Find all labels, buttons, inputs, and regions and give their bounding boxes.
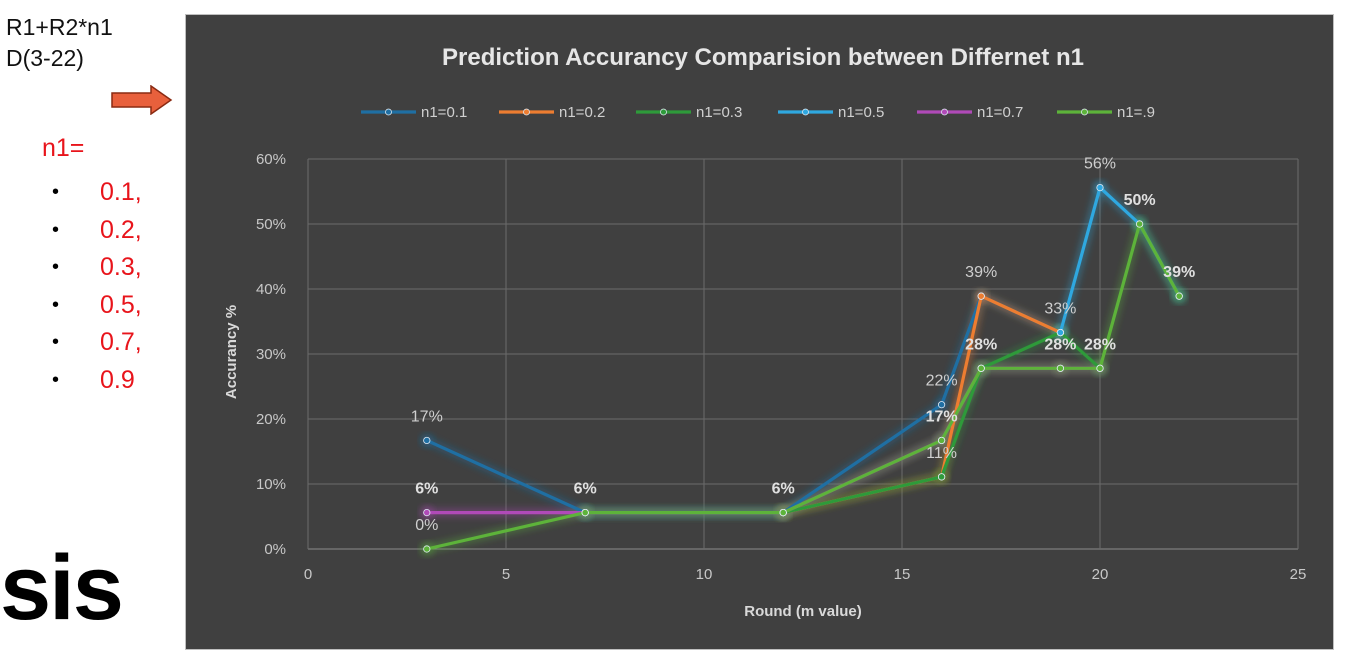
data-point: [581, 508, 589, 517]
legend-label: n1=0.5: [838, 104, 884, 121]
data-label: 28%: [1084, 336, 1116, 353]
data-point: [1175, 292, 1183, 300]
n1-value: 0.9: [100, 365, 135, 394]
chart-svg: Prediction Accurancy Comparision between…: [223, 44, 1307, 620]
line-chart: Prediction Accurancy Comparision between…: [185, 14, 1334, 650]
data-label: 17%: [926, 408, 958, 425]
data-label: 50%: [1124, 192, 1156, 209]
data-label: 28%: [965, 336, 997, 353]
bullet-icon: •: [52, 218, 60, 241]
data-point: [1056, 328, 1065, 337]
n1-value: 0.7,: [100, 328, 142, 357]
data-point: [779, 508, 787, 517]
n1-value: 0.3,: [100, 253, 142, 282]
legend-marker-icon: [385, 108, 392, 116]
right-arrow-icon: [111, 85, 173, 115]
y-axis-label: Accurancy %: [223, 305, 240, 399]
data-label: 6%: [415, 481, 438, 498]
data-label: 39%: [1163, 264, 1195, 281]
legend-label: n1=.9: [1117, 104, 1155, 121]
legend-label: n1=0.3: [696, 104, 742, 121]
legend-label: n1=0.7: [977, 104, 1023, 121]
bullet-icon: •: [52, 181, 60, 203]
data-point: [977, 364, 985, 372]
chart-gridlines: [307, 158, 1299, 550]
x-tick-label: 10: [696, 566, 713, 583]
data-point: [423, 436, 431, 445]
data-point: [937, 401, 946, 409]
y-tick-label: 40%: [256, 281, 286, 298]
x-tick-label: 15: [894, 566, 911, 583]
data-label: 33%: [1044, 301, 1076, 318]
data-point: [423, 508, 431, 517]
legend-marker-icon: [941, 108, 948, 116]
n1-value: 0.5,: [100, 290, 142, 319]
big-title-fragment: sis: [0, 537, 124, 639]
x-tick-label: 5: [502, 566, 510, 583]
data-point: [1096, 184, 1104, 192]
data-label: 11%: [926, 445, 957, 462]
legend-label: n1=0.2: [559, 104, 605, 121]
formula-text: R1+R2*n1 D(3-22): [6, 12, 113, 74]
data-point: [1135, 220, 1144, 228]
formula-line-1: R1+R2*n1: [6, 14, 113, 40]
x-tick-label: 25: [1290, 566, 1307, 583]
data-label: 6%: [772, 481, 795, 498]
n1-value: 0.1,: [100, 178, 142, 206]
data-label: 0%: [415, 517, 438, 534]
legend-marker-icon: [660, 108, 667, 116]
data-label: 6%: [574, 481, 597, 498]
x-tick-label: 20: [1092, 566, 1109, 583]
y-axis-ticks: 0% 10% 20% 30% 40% 50% 60%: [256, 151, 286, 558]
data-labels: 17% 6% 0% 6% 6% 22% 17% 11% 39% 28% 33% 28% 56% 28% 50…: [411, 156, 1195, 534]
data-point: [1056, 364, 1065, 372]
legend-marker-icon: [1081, 108, 1088, 116]
data-point: [1096, 364, 1104, 372]
data-label: 56%: [1084, 156, 1116, 173]
data-label: 17%: [411, 408, 443, 425]
y-tick-label: 10%: [256, 476, 286, 493]
data-point: [423, 545, 431, 553]
chart-title: Prediction Accurancy Comparision between…: [442, 44, 1084, 71]
bullet-icon: •: [52, 256, 60, 279]
data-label: 39%: [965, 264, 997, 281]
y-tick-label: 60%: [256, 151, 286, 168]
y-tick-label: 30%: [256, 346, 286, 363]
y-tick-label: 50%: [256, 216, 286, 233]
legend-label: n1=0.1: [421, 104, 467, 121]
n1-heading: n1=: [42, 134, 85, 162]
bullet-icon: •: [52, 331, 60, 354]
data-point: [977, 292, 985, 300]
data-label: 28%: [1044, 336, 1076, 353]
legend-marker-icon: [802, 108, 809, 116]
legend-marker-icon: [523, 108, 530, 116]
data-label: 22%: [926, 373, 958, 390]
bullet-icon: •: [52, 293, 60, 316]
y-tick-label: 20%: [256, 411, 286, 428]
x-axis-label: Round (m value): [744, 603, 862, 620]
bullet-icon: •: [52, 368, 60, 391]
data-point: [937, 473, 946, 481]
x-tick-label: 0: [304, 566, 312, 583]
data-point: [937, 436, 946, 445]
chart-legend: n1=0.1 n1=0.2 n1=0.3 n1=0.5 n1=0.7 n1=.9: [361, 104, 1155, 121]
n1-value: 0.2,: [100, 215, 142, 244]
y-tick-label: 0%: [264, 541, 286, 558]
x-axis-ticks: 0 5 10 15 20 25: [304, 566, 1307, 583]
series-points: [423, 184, 1183, 553]
formula-line-2: D(3-22): [6, 45, 84, 71]
